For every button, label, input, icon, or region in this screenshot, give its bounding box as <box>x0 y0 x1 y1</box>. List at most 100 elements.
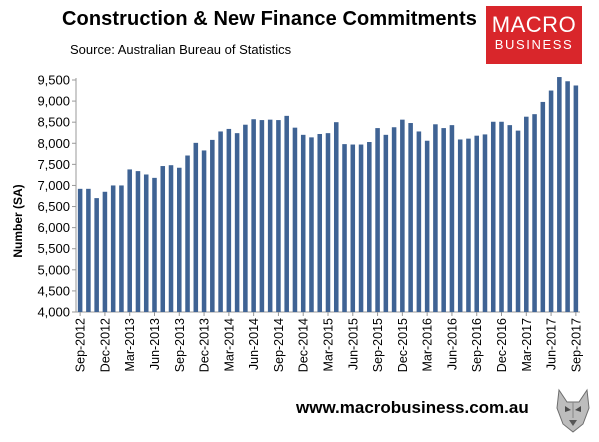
bar <box>102 191 108 312</box>
x-tick-label: Sep-2012 <box>74 318 88 372</box>
chart-source: Source: Australian Bureau of Statistics <box>70 42 292 57</box>
y-tick-label: 8,000 <box>37 136 70 151</box>
y-tick-label: 5,000 <box>37 262 70 277</box>
bar <box>193 142 199 312</box>
bar <box>383 134 389 312</box>
website-url: www.macrobusiness.com.au <box>296 398 529 417</box>
bar <box>524 116 529 312</box>
bar <box>243 124 248 312</box>
y-tick-label: 6,500 <box>37 199 70 214</box>
bar <box>424 140 430 312</box>
chart-title: Construction & New Finance Commitments <box>62 8 477 30</box>
x-tick-label: Mar-2014 <box>222 318 236 372</box>
bar <box>457 139 463 312</box>
x-tick-label: Jun-2015 <box>346 318 360 370</box>
bar <box>135 171 141 312</box>
x-tick-label: Sep-2015 <box>371 318 385 372</box>
logo-line-1: MACRO <box>491 12 577 37</box>
y-tick-label: 7,500 <box>37 157 70 172</box>
x-tick-label: Jun-2016 <box>445 318 459 370</box>
x-tick-label: Dec-2014 <box>297 318 311 372</box>
bar <box>367 142 372 312</box>
bar <box>375 128 380 312</box>
plot-area: 4,000 4,500 5,000 5,500 6,000 6,500 7,000 7,500… <box>37 73 583 373</box>
bar <box>350 144 356 312</box>
x-tick-label: Dec-2015 <box>396 318 410 372</box>
bar <box>119 185 124 312</box>
bar <box>358 144 364 312</box>
wolf-logo-icon <box>556 388 590 433</box>
bar <box>143 174 149 312</box>
bar <box>466 138 471 312</box>
bar <box>325 133 331 312</box>
bar <box>251 119 256 312</box>
bar <box>391 127 397 312</box>
macrobusiness-logo: MACRO BUSINESS <box>486 6 582 64</box>
bar <box>317 133 323 312</box>
x-tick-label: Sep-2014 <box>272 318 286 372</box>
bar <box>441 128 446 312</box>
bar <box>449 125 455 312</box>
bar <box>210 139 215 312</box>
bar <box>177 167 182 312</box>
bar <box>284 115 289 312</box>
bar <box>292 127 298 312</box>
y-axis-label: Number (SA) <box>11 184 25 257</box>
bar <box>573 85 579 312</box>
bar <box>309 137 314 312</box>
bar <box>152 177 157 312</box>
bar <box>77 188 83 312</box>
bar <box>548 90 554 312</box>
bar <box>86 188 91 312</box>
bar <box>218 131 223 312</box>
bar <box>540 101 546 313</box>
bar <box>557 77 562 312</box>
x-tick-label: Mar-2015 <box>322 318 336 372</box>
x-tick-label: Dec-2016 <box>495 318 509 372</box>
bar <box>110 185 116 312</box>
bar <box>408 123 413 312</box>
bar <box>185 155 190 312</box>
bar <box>490 121 496 312</box>
bar <box>226 128 232 312</box>
bar <box>515 130 521 312</box>
bar <box>507 125 513 312</box>
bar <box>127 169 132 312</box>
y-tick-label: 7,000 <box>37 178 70 193</box>
y-tick-label: 4,000 <box>37 305 70 320</box>
x-tick-label: Mar-2017 <box>520 318 534 372</box>
y-tick-label: 5,500 <box>37 241 70 256</box>
x-tick-label: Mar-2016 <box>421 318 435 372</box>
x-tick-label: Jun-2014 <box>247 318 261 370</box>
x-tick-label: Dec-2012 <box>98 318 112 372</box>
x-tick-label: Mar-2013 <box>123 318 137 372</box>
x-tick-label: Sep-2016 <box>470 318 484 372</box>
bar <box>276 120 281 312</box>
y-tick-label: 8,500 <box>37 115 70 130</box>
bar <box>433 124 438 312</box>
y-tick-label: 9,500 <box>37 73 70 88</box>
bar <box>333 122 339 312</box>
y-tick-label: 6,000 <box>37 220 70 235</box>
bar <box>474 135 479 312</box>
y-tick-label: 4,500 <box>37 283 70 298</box>
bar <box>342 144 347 312</box>
bar <box>565 81 570 312</box>
bar <box>168 165 174 312</box>
bar <box>532 114 537 313</box>
x-tick-label: Jun-2017 <box>545 318 559 370</box>
x-tick-label: Dec-2013 <box>198 318 212 372</box>
bar <box>267 119 273 312</box>
bar <box>259 120 265 312</box>
bar <box>400 119 405 312</box>
x-tick-label: Jun-2013 <box>148 318 162 370</box>
logo-line-2: BUSINESS <box>494 37 574 52</box>
bar <box>234 133 240 312</box>
bar <box>94 198 99 312</box>
bar <box>482 134 488 312</box>
x-tick-label: Sep-2013 <box>173 318 187 372</box>
bar <box>160 166 166 312</box>
bar <box>201 150 207 312</box>
bar <box>416 131 422 312</box>
